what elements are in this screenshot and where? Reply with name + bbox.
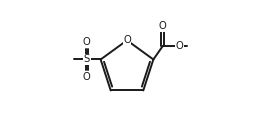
Text: O: O (83, 72, 91, 82)
Text: O: O (123, 35, 131, 45)
Text: O: O (83, 37, 91, 47)
Text: O: O (159, 21, 167, 31)
Text: S: S (84, 54, 90, 65)
Text: O: O (175, 41, 183, 51)
